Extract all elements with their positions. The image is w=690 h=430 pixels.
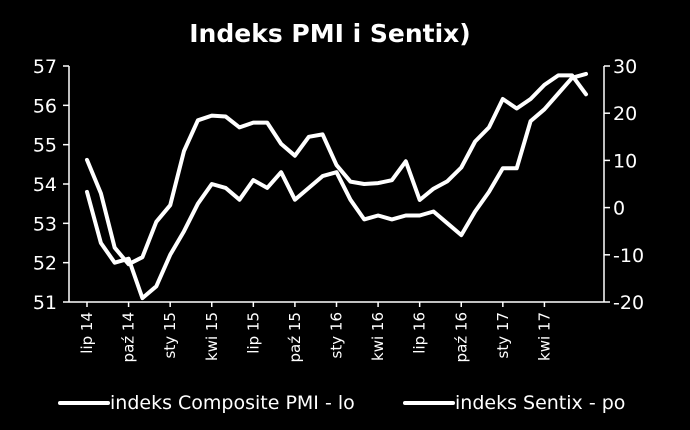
x-tick-label: sty 16 [328, 312, 346, 358]
right-tick-label: -20 [613, 292, 644, 314]
left-tick-label: 54 [33, 174, 57, 196]
left-tick-label: 51 [33, 292, 57, 314]
left-tick-label: 55 [33, 135, 57, 157]
x-tick-label: paź 14 [120, 312, 138, 362]
axes: 57 56 55 54 53 52 51 30 20 10 0 -10 -20 lip 14 paź 14 s… [33, 56, 644, 362]
x-tick-label: paź 15 [286, 312, 304, 362]
x-tick-label: kwi 17 [535, 312, 553, 361]
chart-title: Indeks PMI i Sentix) [189, 19, 470, 48]
x-tick-label: lip 14 [78, 312, 96, 354]
right-tick-label: -10 [613, 245, 644, 267]
right-tick-label: 10 [613, 150, 637, 172]
legend-label-2: indeks Sentix - po [455, 392, 625, 414]
left-tick-label: 56 [33, 95, 57, 117]
right-tick-label: 30 [613, 56, 637, 78]
x-tick-label: sty 17 [494, 312, 512, 358]
x-tick-label: sty 15 [161, 312, 179, 358]
right-tick-label: 20 [613, 103, 637, 125]
x-tick-label: paź 16 [452, 312, 470, 362]
left-tick-label: 53 [33, 213, 57, 235]
series-layer [85, 71, 588, 301]
series-line-2 [85, 73, 588, 267]
left-tick-label: 57 [33, 56, 57, 78]
legend: indeks Composite PMI - lo indeks Sentix -… [58, 392, 625, 414]
x-tick-label: lip 15 [244, 312, 262, 354]
series-line-1 [85, 71, 588, 301]
legend-label-1: indeks Composite PMI - lo [110, 392, 355, 414]
x-tick-label: lip 16 [411, 312, 429, 354]
x-tick-label: kwi 15 [203, 312, 221, 361]
x-tick-label: kwi 16 [369, 312, 387, 361]
right-tick-label: 0 [613, 198, 625, 220]
left-tick-label: 52 [33, 253, 57, 275]
